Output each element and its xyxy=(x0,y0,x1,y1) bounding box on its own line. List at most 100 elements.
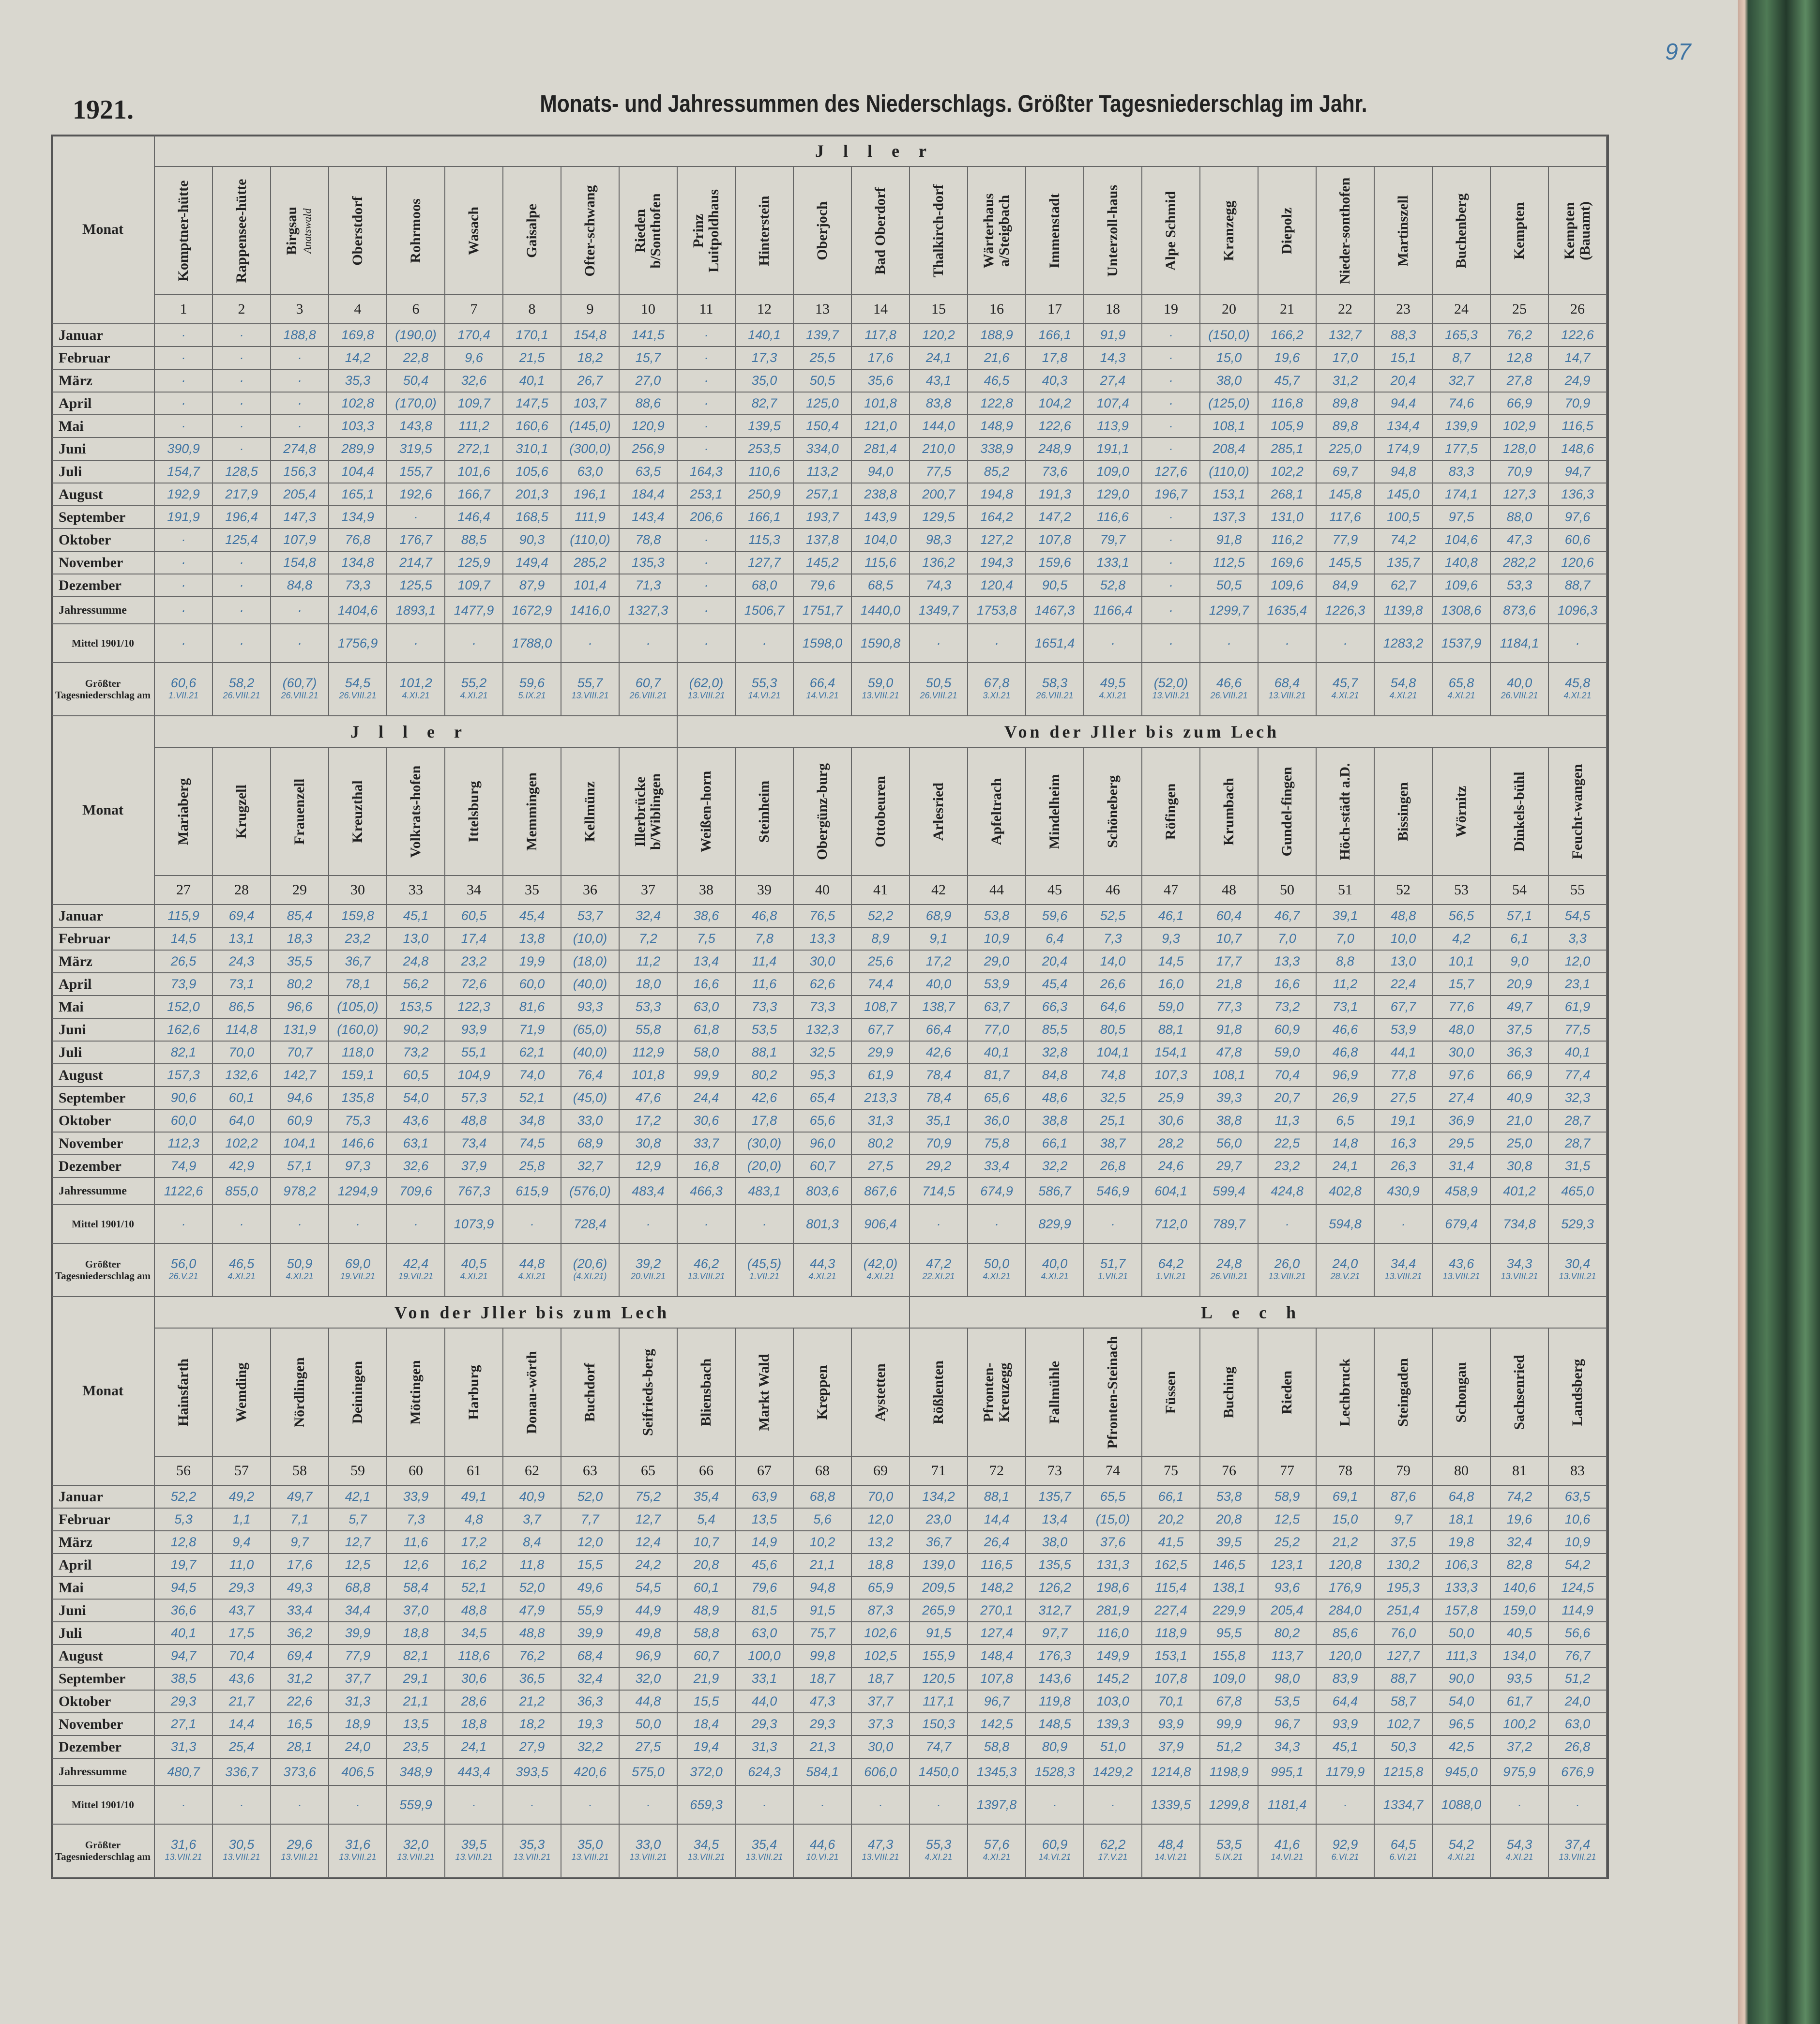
value-cell: 25,5 xyxy=(794,347,852,370)
station-name-cell: Obergünz-burg xyxy=(794,748,852,876)
value-cell: 7,0 xyxy=(1259,928,1317,951)
max-date: 4.XI.21 xyxy=(518,1271,546,1281)
value-cell: 115,3 xyxy=(736,529,794,552)
value-cell: 10,2 xyxy=(794,1531,852,1554)
annual-sum-cell: 348,9 xyxy=(387,1759,445,1786)
value-cell: 101,4 xyxy=(561,574,620,597)
month-label: Dezember xyxy=(52,1155,155,1178)
mean-cell: · xyxy=(1317,624,1375,663)
station-name: Hainsfarth xyxy=(175,1358,191,1426)
station-name: Weißen-horn xyxy=(698,770,714,852)
value-cell: 153,1 xyxy=(1200,483,1259,506)
value-cell: 80,2 xyxy=(1259,1622,1317,1645)
value-cell: 40,1 xyxy=(503,370,561,393)
mean-cell: · xyxy=(387,624,445,663)
mean-cell: · xyxy=(852,1786,910,1825)
value-cell: 60,0 xyxy=(155,1110,213,1133)
value-cell: 11,3 xyxy=(1259,1110,1317,1133)
value-cell: 109,0 xyxy=(1200,1668,1259,1691)
max-value: 43,6 xyxy=(1448,1256,1474,1271)
value-cell: 39,5 xyxy=(1200,1531,1259,1554)
value-cell: 156,3 xyxy=(271,461,329,483)
value-cell: 274,8 xyxy=(271,438,329,461)
station-name-cell: Kreuzthal xyxy=(329,748,387,876)
value-cell: 61,9 xyxy=(852,1064,910,1087)
station-name: Füssen xyxy=(1163,1371,1179,1414)
station-name-cell: Buching xyxy=(1200,1329,1259,1457)
max-cell: 45,8 4.XI.21 xyxy=(1549,663,1607,716)
value-cell: 112,9 xyxy=(620,1042,678,1064)
value-cell: 71,3 xyxy=(620,574,678,597)
value-cell: 80,2 xyxy=(736,1064,794,1087)
mean-cell: 734,8 xyxy=(1491,1205,1549,1244)
mean-cell: · xyxy=(561,1786,620,1825)
value-cell: 28,2 xyxy=(1142,1133,1200,1155)
max-value: 31,6 xyxy=(345,1837,371,1852)
value-cell: 270,1 xyxy=(968,1600,1026,1622)
value-cell: 6,4 xyxy=(1026,928,1084,951)
value-cell: 115,9 xyxy=(155,905,213,928)
value-cell: 208,4 xyxy=(1200,438,1259,461)
station-name: Schongau xyxy=(1453,1361,1469,1423)
value-cell: 22,5 xyxy=(1259,1133,1317,1155)
month-label: Februar xyxy=(52,928,155,951)
max-cell: 55,2 4.XI.21 xyxy=(445,663,503,716)
value-cell: 77,5 xyxy=(910,461,968,483)
station-name-cell: Höch-städt a.D. xyxy=(1317,748,1375,876)
value-cell: 120,2 xyxy=(910,324,968,347)
value-cell: 76,2 xyxy=(1491,324,1549,347)
station-number: 34 xyxy=(445,876,503,905)
value-cell: 48,9 xyxy=(678,1600,736,1622)
value-cell: 135,7 xyxy=(1375,552,1433,574)
max-value: 101,2 xyxy=(399,676,432,690)
value-cell: 80,5 xyxy=(1084,1019,1142,1042)
value-cell: 62,6 xyxy=(794,973,852,996)
value-cell: 155,7 xyxy=(387,461,445,483)
value-cell: 94,5 xyxy=(155,1577,213,1600)
value-cell: 153,1 xyxy=(1142,1645,1200,1668)
value-cell: 42,1 xyxy=(329,1486,387,1509)
value-cell: · xyxy=(1142,347,1200,370)
value-cell: 102,2 xyxy=(213,1133,271,1155)
value-cell: 109,6 xyxy=(1259,574,1317,597)
station-number: 1 xyxy=(155,295,213,324)
mean-cell: 1088,0 xyxy=(1433,1786,1491,1825)
value-cell: 83,9 xyxy=(1317,1668,1375,1691)
value-cell: 103,7 xyxy=(561,393,620,415)
max-date: (4.XI.21) xyxy=(573,1271,607,1281)
value-cell: 256,9 xyxy=(620,438,678,461)
value-cell: 30,8 xyxy=(620,1133,678,1155)
station-number: 78 xyxy=(1317,1457,1375,1486)
station-name-cell: Kreppen xyxy=(794,1329,852,1457)
max-value: 54,3 xyxy=(1506,1837,1532,1852)
value-cell: 9,7 xyxy=(271,1531,329,1554)
max-cell: 55,3 4.XI.21 xyxy=(910,1825,968,1878)
value-cell: (150,0) xyxy=(1200,324,1259,347)
mittel-label: Mittel 1901/10 xyxy=(52,1786,155,1825)
max-date: 4.XI.21 xyxy=(460,1271,488,1281)
value-cell: 24,1 xyxy=(1317,1155,1375,1178)
annual-sum-cell: 873,6 xyxy=(1491,597,1549,624)
max-label: Größter Tagesniederschlag am xyxy=(52,663,155,716)
station-number: 28 xyxy=(213,876,271,905)
value-cell: 81,7 xyxy=(968,1064,1026,1087)
value-cell: 60,7 xyxy=(794,1155,852,1178)
station-number: 7 xyxy=(445,295,503,324)
value-cell: 12,7 xyxy=(620,1509,678,1531)
month-label: November xyxy=(52,552,155,574)
month-label: März xyxy=(52,1531,155,1554)
value-cell: 10,9 xyxy=(968,928,1026,951)
station-name: Dinkels-bühl xyxy=(1511,771,1527,852)
value-cell: 88,0 xyxy=(1491,506,1549,529)
max-cell: 50,9 4.XI.21 xyxy=(271,1244,329,1297)
max-cell: 47,2 22.XI.21 xyxy=(910,1244,968,1297)
value-cell: 27,5 xyxy=(1375,1087,1433,1110)
station-name: Buching xyxy=(1221,1366,1237,1418)
group-header: Jller xyxy=(155,716,678,748)
value-cell: 103,0 xyxy=(1084,1691,1142,1713)
value-cell: 29,3 xyxy=(155,1691,213,1713)
value-cell: 51,2 xyxy=(1549,1668,1607,1691)
month-label: Mai xyxy=(52,996,155,1019)
mean-cell: · xyxy=(503,1205,561,1244)
mean-cell: · xyxy=(271,1205,329,1244)
